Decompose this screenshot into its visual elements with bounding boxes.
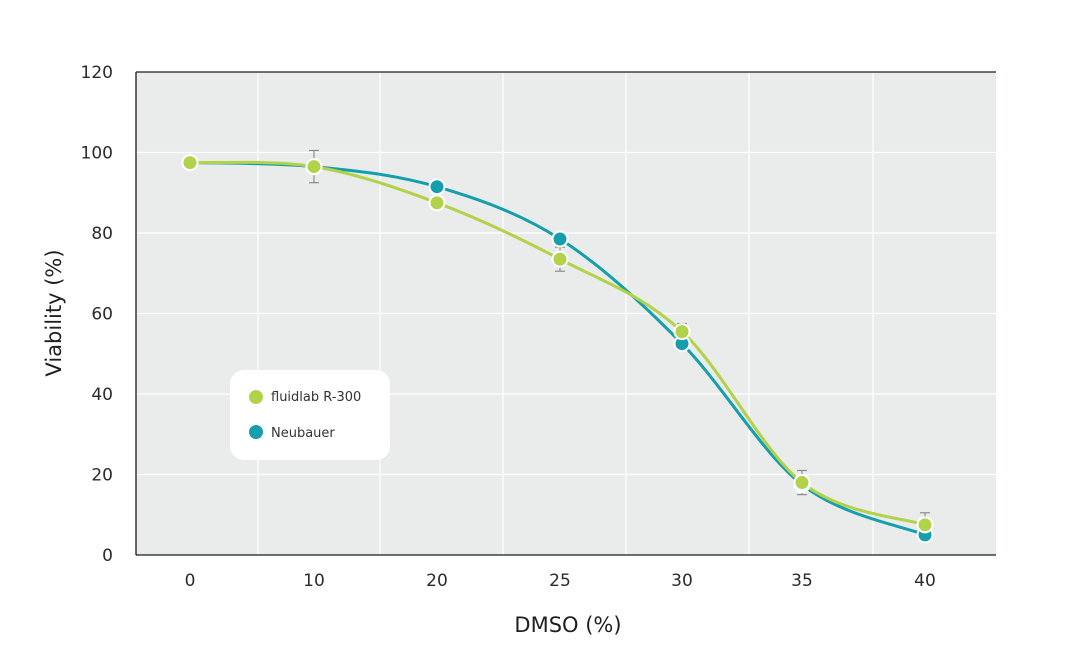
data-point-0-1 xyxy=(305,158,323,176)
y-tick-label-4: 80 xyxy=(91,224,113,244)
legend-label-fluidlab: fluidlab R-300 xyxy=(271,390,361,405)
y-axis-title: Viability (%) xyxy=(42,249,66,376)
x-tick-label-2: 20 xyxy=(426,571,448,591)
data-point-0-3 xyxy=(551,250,569,268)
y-tick-label-6: 120 xyxy=(81,63,113,83)
axes xyxy=(135,71,996,556)
tick-labels: 0 20 40 60 80 100 120 0 10 20 25 30 35 40 xyxy=(81,63,936,591)
x-tick-label-5: 35 xyxy=(791,571,813,591)
y-tick-label-0: 0 xyxy=(102,546,113,566)
data-point-0-6 xyxy=(916,516,934,534)
x-tick-label-3: 25 xyxy=(549,571,571,591)
x-tick-label-4: 30 xyxy=(671,571,693,591)
x-tick-label-6: 40 xyxy=(914,571,936,591)
grid xyxy=(136,71,996,555)
data-point-0-5 xyxy=(793,474,811,492)
x-axis-title: DMSO (%) xyxy=(514,613,621,637)
data-point-1-2 xyxy=(428,178,446,196)
legend: fluidlab R-300 Neubauer xyxy=(230,370,390,460)
data-point-0-2 xyxy=(428,194,446,212)
y-tick-label-3: 60 xyxy=(91,305,113,325)
y-tick-label-5: 100 xyxy=(81,144,113,164)
y-tick-label-1: 20 xyxy=(91,466,113,486)
legend-marker-fluidlab xyxy=(249,390,263,404)
x-tick-label-0: 0 xyxy=(185,571,196,591)
data-point-0-0 xyxy=(181,154,199,172)
legend-box xyxy=(230,370,390,460)
data-point-0-4 xyxy=(673,323,691,341)
series-points xyxy=(181,154,934,544)
legend-marker-neubauer xyxy=(249,425,263,439)
y-tick-label-2: 40 xyxy=(91,385,113,405)
x-tick-label-1: 10 xyxy=(303,571,325,591)
data-point-1-3 xyxy=(551,230,569,248)
legend-label-neubauer: Neubauer xyxy=(271,426,335,441)
